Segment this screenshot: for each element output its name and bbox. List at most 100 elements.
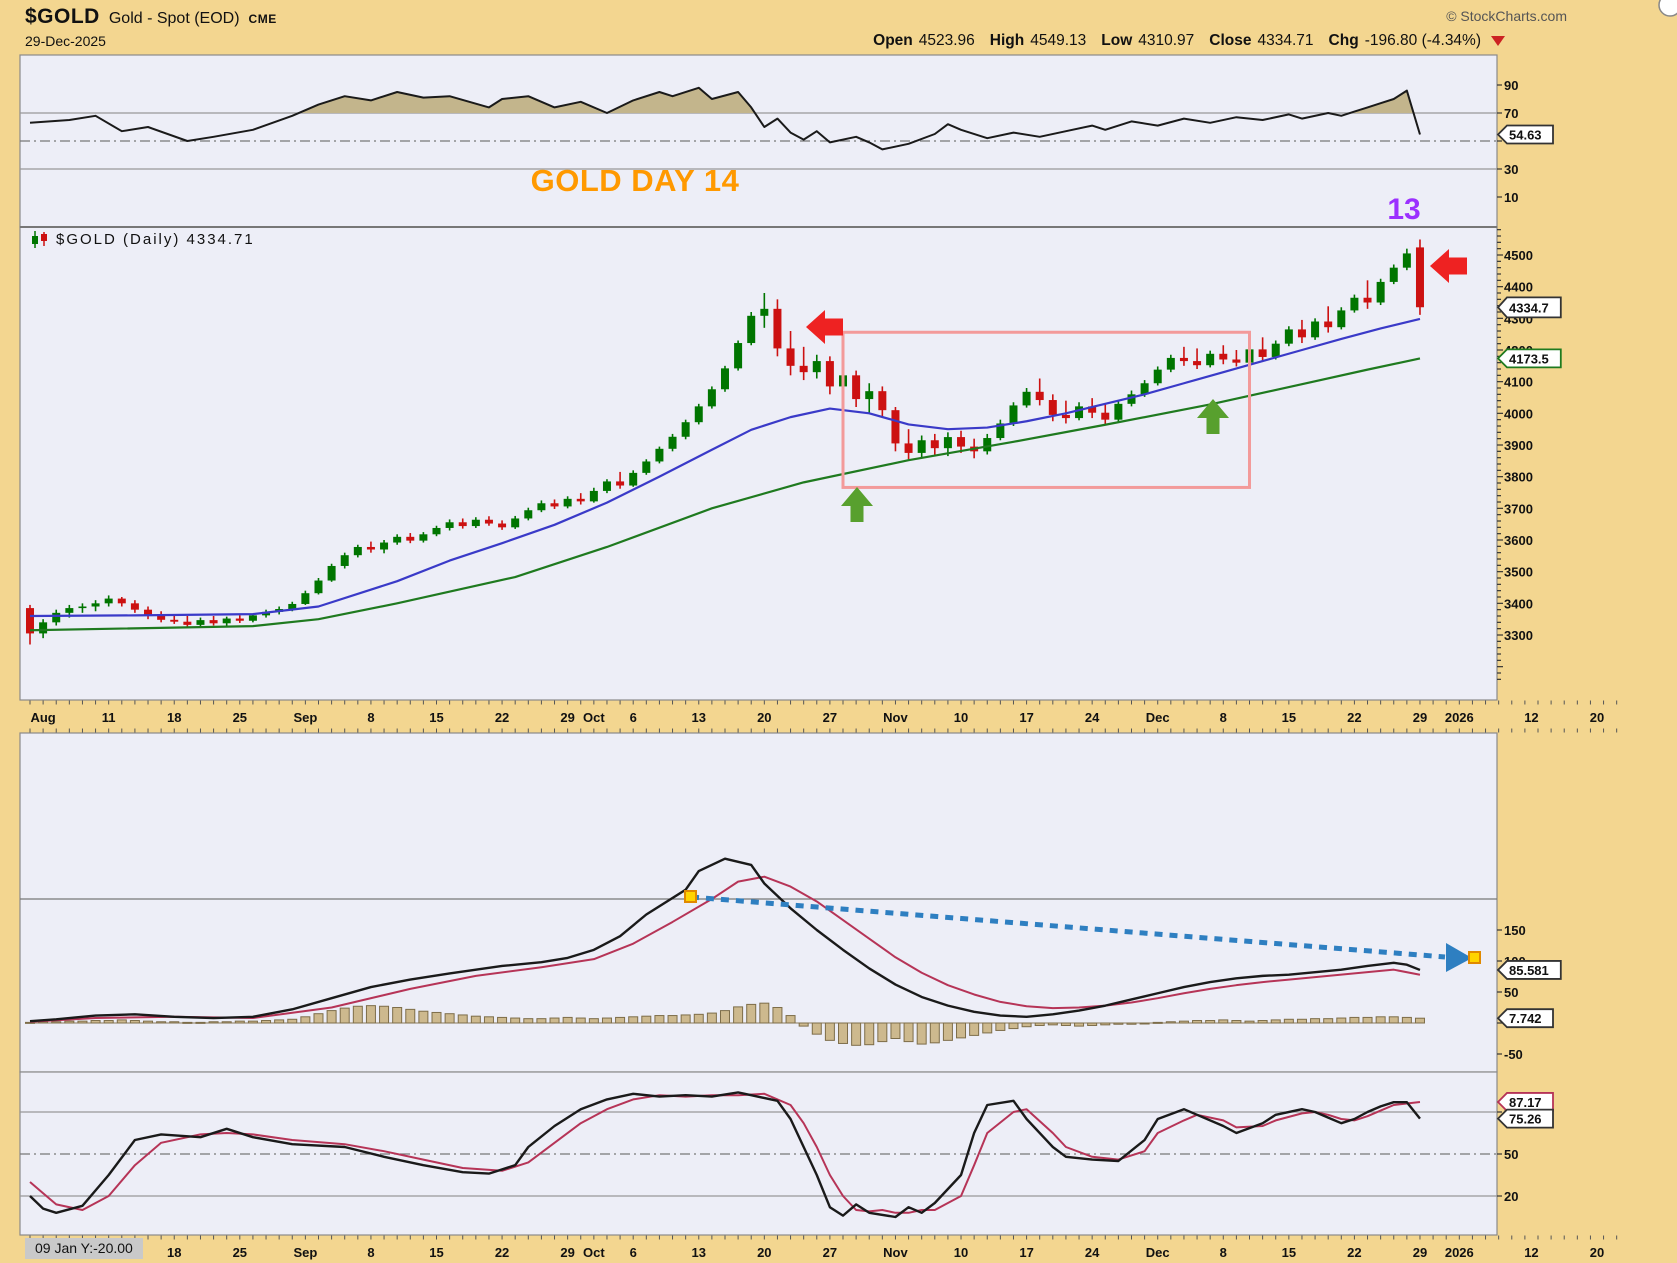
trendline-handle	[1468, 951, 1481, 964]
rsi-line	[29, 86, 1421, 151]
svg-text:4000: 4000	[1504, 406, 1533, 421]
svg-text:70: 70	[1504, 106, 1518, 121]
svg-text:85.581: 85.581	[1509, 963, 1549, 978]
svg-text:Dec: Dec	[1146, 1245, 1170, 1260]
svg-text:4334.7: 4334.7	[1509, 300, 1549, 315]
symbol: $GOLD	[25, 5, 100, 28]
svg-text:Nov: Nov	[883, 1245, 908, 1260]
ma50-line	[29, 317, 1421, 618]
svg-text:24: 24	[1085, 710, 1100, 725]
svg-text:15: 15	[1282, 710, 1296, 725]
svg-text:25: 25	[233, 710, 247, 725]
svg-text:8: 8	[1220, 710, 1227, 725]
trendline-handle	[684, 890, 697, 903]
svg-text:50: 50	[1504, 1147, 1518, 1162]
x-axis: Aug 11 18 25 Sep 8 15 22 29 Oct 6 13 20 27 Nov 10 17 24 De…	[29, 700, 1618, 1260]
price-panel[interactable]	[19, 226, 1498, 701]
main-series-label-text: $GOLD (Daily) 4334.71	[56, 231, 255, 248]
svg-text:10: 10	[954, 710, 968, 725]
consolidation-box-annotation	[841, 330, 1252, 489]
svg-text:18: 18	[167, 1245, 181, 1260]
stoch-d-line	[29, 1092, 1421, 1214]
change-down-triangle-icon	[1491, 36, 1505, 46]
chg-value: -196.80 (-4.34%)	[1364, 32, 1481, 49]
svg-text:11: 11	[102, 710, 116, 725]
svg-text:22: 22	[1347, 1245, 1361, 1260]
svg-text:2026: 2026	[1445, 710, 1474, 725]
ma200-line	[29, 357, 1421, 632]
copyright: © StockCharts.com	[1446, 8, 1567, 24]
svg-text:Sep: Sep	[293, 1245, 317, 1260]
chg-label: Chg	[1328, 32, 1359, 49]
svg-text:22: 22	[495, 710, 509, 725]
svg-text:3900: 3900	[1504, 438, 1533, 453]
svg-text:18: 18	[167, 710, 181, 725]
svg-text:90: 90	[1504, 78, 1518, 93]
svg-text:Dec: Dec	[1146, 710, 1170, 725]
annotations	[684, 249, 1481, 972]
svg-text:4173.5: 4173.5	[1509, 351, 1549, 366]
low-value: 4310.97	[1138, 32, 1195, 49]
svg-text:20: 20	[1504, 1189, 1518, 1204]
svg-text:20: 20	[1590, 1245, 1604, 1260]
svg-text:3500: 3500	[1504, 565, 1533, 580]
quote-summary: Open 4523.96 High 4549.13 Low 4310.97 Close…	[864, 32, 1505, 50]
exchange: CME	[248, 12, 277, 26]
svg-text:27: 27	[823, 710, 837, 725]
value-label-box	[1496, 1092, 1554, 1112]
svg-text:30: 30	[1504, 162, 1518, 177]
svg-text:3800: 3800	[1504, 470, 1533, 485]
svg-text:29: 29	[560, 710, 574, 725]
svg-text:3400: 3400	[1504, 596, 1533, 611]
stoch-k-line	[29, 1091, 1421, 1219]
svg-text:6: 6	[630, 710, 637, 725]
svg-text:2026: 2026	[1445, 1245, 1474, 1260]
svg-text:10: 10	[1504, 190, 1518, 205]
svg-text:4400: 4400	[1504, 280, 1533, 295]
value-label-box	[1496, 296, 1562, 319]
rsi-series	[29, 86, 1421, 151]
red-left-arrow-annotation	[806, 310, 843, 344]
symbol-name: Gold - Spot (EOD)	[108, 10, 240, 27]
svg-text:24: 24	[1085, 1245, 1100, 1260]
svg-text:8: 8	[367, 1245, 374, 1260]
green-up-arrow-annotation	[1197, 399, 1229, 434]
candlestick-series	[26, 239, 1424, 645]
svg-text:8: 8	[1220, 1245, 1227, 1260]
svg-text:12: 12	[1524, 1245, 1538, 1260]
svg-text:20: 20	[1590, 710, 1604, 725]
svg-text:29: 29	[1413, 710, 1427, 725]
open-label: Open	[873, 32, 913, 49]
day-count-annotation: 13	[1387, 193, 1421, 226]
svg-text:27: 27	[823, 1245, 837, 1260]
svg-text:8: 8	[367, 710, 374, 725]
svg-text:54.63: 54.63	[1509, 128, 1542, 143]
svg-text:15: 15	[429, 1245, 443, 1260]
svg-text:20: 20	[757, 1245, 771, 1260]
svg-text:13: 13	[692, 1245, 706, 1260]
svg-text:50: 50	[1504, 985, 1518, 1000]
corner-logo-icon	[1658, 0, 1677, 17]
svg-text:3300: 3300	[1504, 628, 1533, 643]
svg-text:17: 17	[1019, 1245, 1033, 1260]
svg-text:87.17: 87.17	[1509, 1095, 1542, 1110]
value-label-box	[1496, 124, 1554, 145]
svg-text:Oct: Oct	[583, 710, 605, 725]
svg-text:Sep: Sep	[293, 710, 317, 725]
svg-text:150: 150	[1504, 923, 1526, 938]
svg-text:4500: 4500	[1504, 248, 1533, 263]
rsi-overbought-fill	[30, 87, 1420, 113]
value-label-box	[1496, 1008, 1554, 1029]
svg-text:12: 12	[1524, 710, 1538, 725]
trendline-arrowhead	[1446, 943, 1472, 972]
svg-text:25: 25	[233, 1245, 247, 1260]
close-label: Close	[1209, 32, 1252, 49]
chart-date: 29-Dec-2025	[25, 33, 106, 49]
svg-text:17: 17	[1019, 710, 1033, 725]
trendline-annotation	[690, 894, 1446, 960]
svg-text:4100: 4100	[1504, 375, 1533, 390]
svg-text:3600: 3600	[1504, 533, 1533, 548]
macd-signal-line	[29, 875, 1421, 1023]
